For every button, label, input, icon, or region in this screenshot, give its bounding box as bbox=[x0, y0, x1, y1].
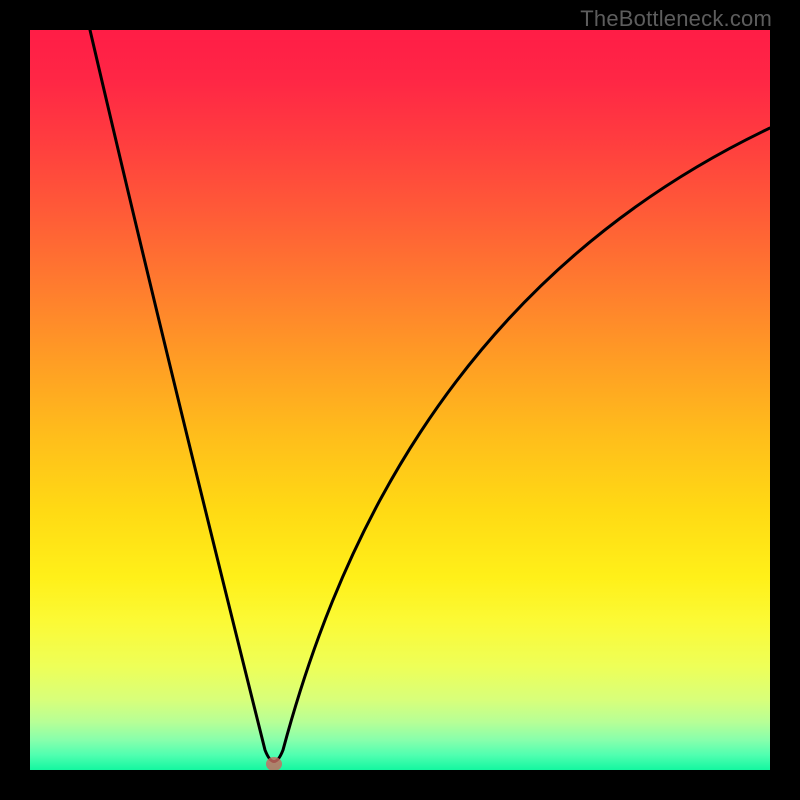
bottleneck-curve bbox=[30, 30, 770, 770]
curve-path bbox=[90, 30, 770, 762]
watermark-text: TheBottleneck.com bbox=[580, 6, 772, 32]
plot-area bbox=[30, 30, 770, 770]
chart-frame: TheBottleneck.com bbox=[0, 0, 800, 800]
